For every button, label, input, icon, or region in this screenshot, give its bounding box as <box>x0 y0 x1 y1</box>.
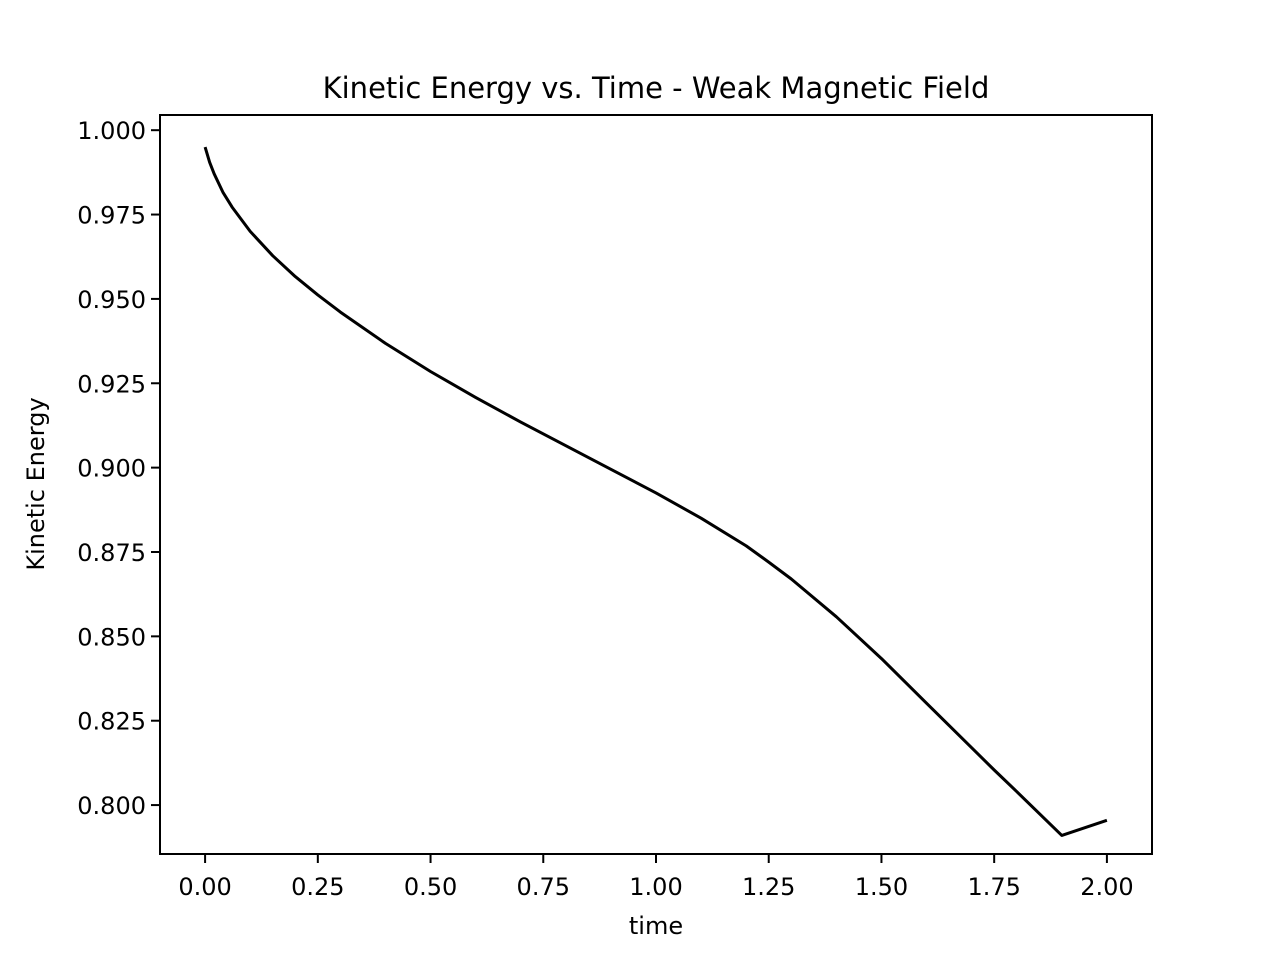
plot-area-frame <box>159 114 1153 855</box>
y-tick-label: 0.875 <box>77 539 146 567</box>
x-tick-label: 1.00 <box>629 873 682 901</box>
kinetic-energy-line <box>203 146 1108 837</box>
y-axis-ticks: 0.800 0.825 0.850 0.875 0.900 0.925 0.950 0.975… <box>77 117 160 820</box>
y-axis-label: Kinetic Energy <box>22 397 50 570</box>
y-tick-label: 0.900 <box>77 455 146 483</box>
x-tick-label: 1.25 <box>742 873 795 901</box>
x-tick-label: 0.25 <box>291 873 344 901</box>
x-tick-label: 2.00 <box>1080 873 1133 901</box>
y-tick-label: 0.950 <box>77 286 146 314</box>
y-tick-label: 0.800 <box>77 792 146 820</box>
x-tick-label: 1.50 <box>855 873 908 901</box>
y-tick-label: 0.825 <box>77 708 146 736</box>
x-axis-label: time <box>629 912 683 940</box>
y-tick-label: 0.850 <box>77 623 146 651</box>
y-tick-label: 1.000 <box>77 117 146 145</box>
x-tick-label: 1.75 <box>967 873 1020 901</box>
chart-title: Kinetic Energy vs. Time - Weak Magnetic … <box>323 71 990 105</box>
x-tick-label: 0.50 <box>404 873 457 901</box>
y-tick-label: 0.925 <box>77 370 146 398</box>
y-tick-label: 0.975 <box>77 202 146 230</box>
x-tick-label: 0.00 <box>178 873 231 901</box>
x-tick-label: 0.75 <box>517 873 570 901</box>
x-axis-ticks: 0.00 0.25 0.50 0.75 1.00 1.25 1.50 1.75 2.00 <box>178 854 1134 901</box>
